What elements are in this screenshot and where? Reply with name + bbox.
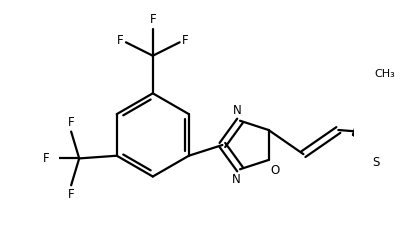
Text: N: N [233, 104, 241, 117]
Text: F: F [68, 116, 74, 129]
Text: S: S [372, 156, 380, 169]
Text: N: N [232, 173, 240, 186]
Text: F: F [150, 13, 156, 26]
Text: F: F [68, 188, 74, 201]
Text: F: F [43, 152, 50, 165]
Text: O: O [270, 164, 279, 177]
Text: F: F [182, 35, 189, 47]
Text: F: F [116, 35, 123, 47]
Text: CH₃: CH₃ [374, 69, 395, 79]
